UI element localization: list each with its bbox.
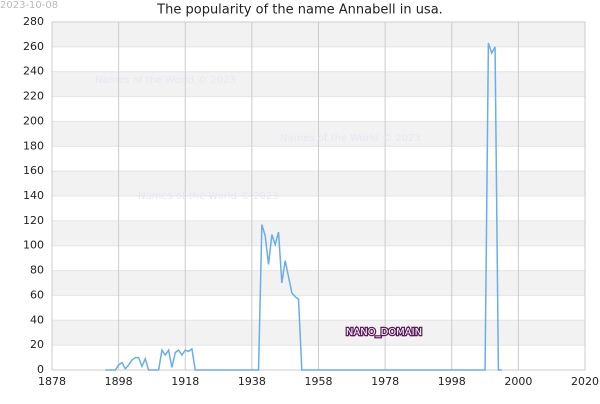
date-stamp: 2023-10-08 bbox=[0, 0, 58, 11]
domain-label: NANO_DOMAIN bbox=[346, 327, 422, 338]
y-tick-label: 220 bbox=[23, 90, 44, 103]
watermark: Names of the World © 2023 bbox=[95, 75, 236, 86]
x-tick-label: 1978 bbox=[371, 375, 399, 388]
x-tick-label: 1998 bbox=[438, 375, 466, 388]
y-tick-label: 20 bbox=[30, 338, 44, 351]
y-tick-label: 0 bbox=[37, 363, 44, 376]
y-tick-label: 120 bbox=[23, 214, 44, 227]
y-tick-label: 260 bbox=[23, 40, 44, 53]
y-tick-label: 80 bbox=[30, 264, 44, 277]
y-tick-label: 240 bbox=[23, 65, 44, 78]
y-tick-label: 60 bbox=[30, 288, 44, 301]
y-tick-label: 140 bbox=[23, 189, 44, 202]
watermark: Names of the World © 2023 bbox=[138, 191, 279, 202]
y-tick-label: 280 bbox=[23, 15, 44, 28]
x-tick-label: 1878 bbox=[38, 375, 66, 388]
y-tick-label: 200 bbox=[23, 114, 44, 127]
x-tick-label: 2000 bbox=[504, 375, 532, 388]
x-tick-label: 1938 bbox=[238, 375, 266, 388]
x-tick-label: 1918 bbox=[171, 375, 199, 388]
y-tick-label: 100 bbox=[23, 239, 44, 252]
chart-title: The popularity of the name Annabell in u… bbox=[156, 3, 443, 18]
x-tick-label: 2020 bbox=[571, 375, 599, 388]
watermark: Names of the World © 2023 bbox=[280, 133, 421, 144]
y-tick-label: 160 bbox=[23, 164, 44, 177]
y-tick-label: 180 bbox=[23, 139, 44, 152]
x-tick-label: 1958 bbox=[305, 375, 333, 388]
y-tick-label: 40 bbox=[30, 313, 44, 326]
x-tick-label: 1898 bbox=[105, 375, 133, 388]
data-line bbox=[105, 42, 502, 371]
